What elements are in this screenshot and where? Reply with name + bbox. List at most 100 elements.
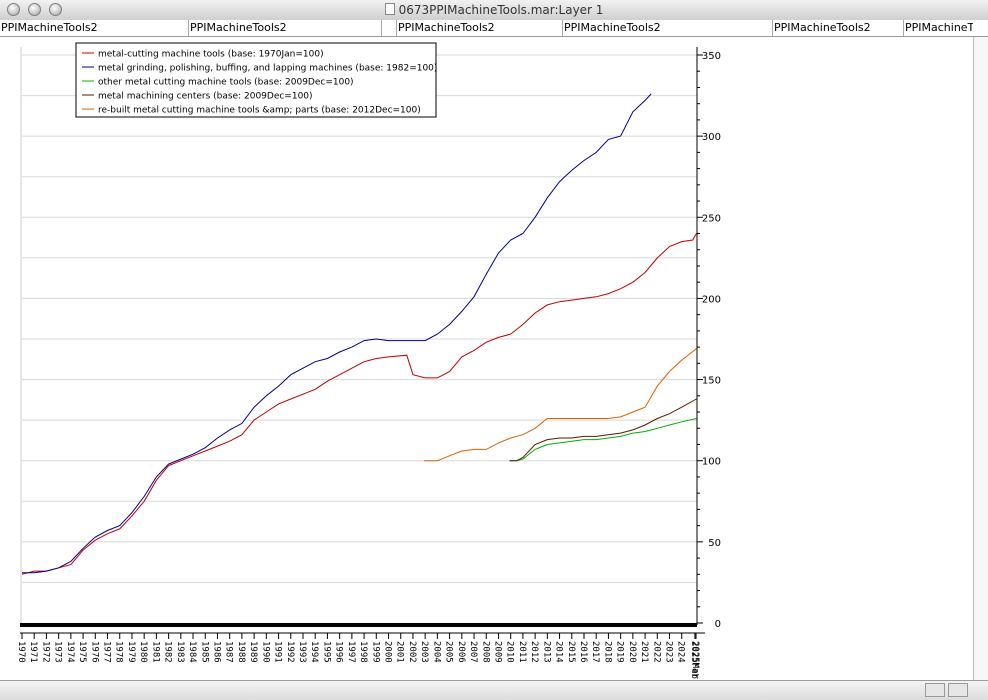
x-tick-label: 1984 <box>187 641 197 663</box>
series-line <box>21 233 697 575</box>
layer-tab[interactable]: PPIMachineT <box>903 20 973 36</box>
x-tick-label: 2007 <box>468 641 478 663</box>
x-tick-label: 2016 <box>578 641 588 663</box>
y-tick-label: 100 <box>702 457 721 468</box>
x-tick-label: 2023 <box>664 641 674 663</box>
legend-label: other metal cutting machine tools (base:… <box>98 78 354 88</box>
x-tick-label: 1996 <box>334 641 344 663</box>
x-tick-label: 1982 <box>163 641 173 663</box>
zoom-window-button[interactable] <box>49 3 62 16</box>
x-tick-label: 2001 <box>395 641 405 663</box>
x-tick-label: 1995 <box>321 641 331 663</box>
vertical-scroll-area[interactable] <box>973 37 988 680</box>
layer-tab[interactable]: PPIMachineTools2 <box>772 20 903 36</box>
legend-label: metal machining centers (base: 2009Dec=1… <box>98 92 313 102</box>
x-tick-label: 2004 <box>431 641 441 663</box>
x-tick-label: 1980 <box>138 641 148 663</box>
x-tick-label: 2013 <box>541 641 551 663</box>
y-tick-label: 250 <box>702 213 721 224</box>
x-axis: 1970 1971 1972 1973 1974 1975 1976 1977 1978 1979… <box>16 623 705 680</box>
x-tick-label: 1979 <box>126 641 136 663</box>
x-tick-label: 2012 <box>529 641 539 663</box>
y-tick-label: 200 <box>702 294 721 305</box>
x-tick-label: 2009 <box>492 641 502 663</box>
x-tick-label: 1999 <box>370 641 380 663</box>
y-tick-label: 150 <box>702 376 721 387</box>
layer-tab[interactable]: PPIMachineTools2 <box>562 20 772 36</box>
y-tick-label: 300 <box>702 132 721 143</box>
y-tick-label: 0 <box>715 619 721 630</box>
x-tick-label: 1971 <box>28 641 38 663</box>
x-tick-label: 2025Mar <box>690 641 700 680</box>
x-tick-label: 1973 <box>53 641 63 663</box>
x-tick-label: 1970 <box>16 641 26 663</box>
x-tick-label: 1974 <box>65 641 75 663</box>
x-axis-line <box>20 623 697 627</box>
x-tick-label: 1975 <box>77 641 87 663</box>
x-tick-label: 1998 <box>358 641 368 663</box>
x-tick-label: 1989 <box>248 641 258 663</box>
x-tick-label: 1994 <box>309 641 319 663</box>
layer-tab[interactable]: PPIMachineTools2 <box>1 21 98 34</box>
layer-tab-row: PPIMachineTools2 PPIMachineTools2 PPIMac… <box>0 20 988 37</box>
x-tick-label: 2005 <box>444 641 454 663</box>
minimize-window-button[interactable] <box>28 3 41 16</box>
layer-tab[interactable]: PPIMachineTools2 <box>188 20 381 36</box>
window-titlebar: 0673PPIMachineTools.mar:Layer 1 <box>0 0 988 21</box>
y-axis: 0 50 100 150 200 250 300 350 <box>696 47 721 630</box>
x-tick-label: 1972 <box>40 641 50 663</box>
x-tick-label: 2025Feb <box>689 641 699 679</box>
legend-box <box>75 42 437 118</box>
x-tick-label: 1985 <box>199 641 209 663</box>
x-tick-label: 1986 <box>211 641 221 663</box>
close-window-button[interactable] <box>7 3 20 16</box>
x-tick-label: 2019 <box>615 641 625 663</box>
x-tick-label: 2017 <box>590 641 600 663</box>
y-tick-label: 350 <box>702 51 721 62</box>
layer-tab[interactable]: PPIMachineTools2 <box>396 20 562 36</box>
window-title-text: 0673PPIMachineTools.mar:Layer 1 <box>398 3 604 17</box>
series-lines <box>21 93 697 575</box>
legend-label: re-built metal cutting machine tools &am… <box>98 106 421 116</box>
x-tick-label: 2002 <box>407 641 417 663</box>
x-tick-label: 2018 <box>602 641 612 663</box>
x-tick-label: 1991 <box>273 641 283 663</box>
x-tick-label: 2024 <box>676 641 686 663</box>
x-tick-label: 1978 <box>114 641 124 663</box>
x-tick-label: 2021 <box>639 641 649 663</box>
x-tick-label: 1993 <box>297 641 307 663</box>
x-tick-label: 2003 <box>419 641 429 663</box>
x-tick-label: 2022 <box>651 641 661 663</box>
series-line <box>22 93 652 574</box>
scroll-left-button[interactable] <box>925 683 945 697</box>
x-tick-label: 1987 <box>224 641 234 663</box>
layer-tab-divider <box>381 20 383 36</box>
horizontal-scrollbar[interactable] <box>0 680 988 700</box>
document-icon <box>384 3 395 15</box>
y-tick-label: 50 <box>708 538 721 549</box>
window-title: 0673PPIMachineTools.mar:Layer 1 <box>0 3 988 17</box>
x-tick-label: 2015 <box>566 641 576 663</box>
series-line <box>423 348 697 462</box>
grid-lines <box>20 47 697 627</box>
x-tick-label: 1981 <box>150 641 160 663</box>
x-tick-label: 1977 <box>102 641 112 663</box>
x-tick-label: 2008 <box>480 641 490 663</box>
x-tick-label: 2010 <box>505 641 515 663</box>
x-tick-label: 1988 <box>236 641 246 663</box>
scroll-right-button[interactable] <box>948 683 968 697</box>
x-tick-label: 1992 <box>285 641 295 663</box>
series-line <box>509 418 697 462</box>
x-tick-label: 1997 <box>346 641 356 663</box>
series-line <box>509 398 697 462</box>
x-tick-label: 2006 <box>456 641 466 663</box>
legend: metal-cutting machine tools (base: 1970J… <box>75 42 437 118</box>
x-tick-label: 2014 <box>554 641 564 663</box>
x-tick-label: 1983 <box>175 641 185 663</box>
x-tick-label: 2020 <box>627 641 637 663</box>
x-tick-label: 2011 <box>517 641 527 663</box>
legend-label: metal-cutting machine tools (base: 1970J… <box>98 50 324 60</box>
x-tick-label: 1990 <box>260 641 270 663</box>
legend-label: metal grinding, polishing, buffing, and … <box>98 64 437 74</box>
